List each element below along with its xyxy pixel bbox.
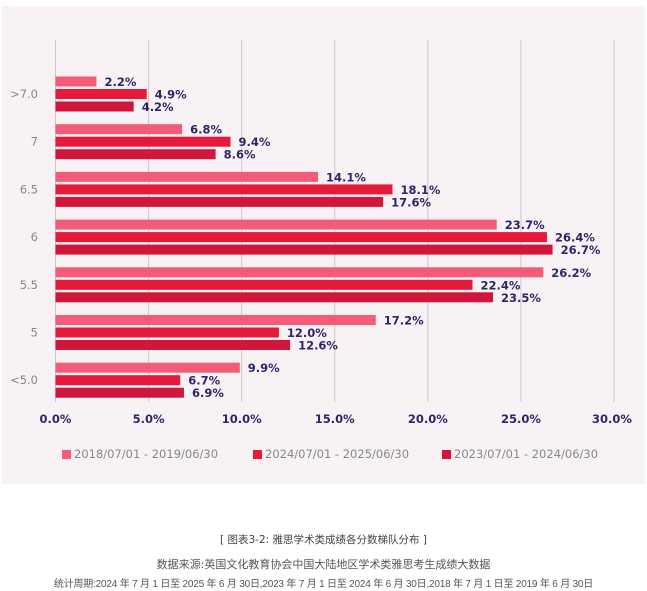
- data-label: 23.7%: [505, 218, 545, 232]
- data-source: 数据来源:英国文化教育协会中国大陆地区学术类雅思考生成绩大数据: [156, 558, 491, 571]
- bar: [55, 279, 473, 290]
- data-label: 18.1%: [400, 183, 440, 197]
- data-label: 2.2%: [104, 75, 136, 89]
- data-label: 9.9%: [248, 361, 280, 375]
- data-label: 4.9%: [155, 88, 187, 102]
- statistics-period: 统计周期:2024 年 7 月 1 日至 2025 年 6 月 30日,2023…: [53, 579, 594, 590]
- data-label: 12.0%: [287, 326, 327, 340]
- bar: [55, 76, 97, 87]
- data-label: 26.2%: [551, 266, 591, 280]
- data-label: 26.4%: [555, 231, 595, 245]
- legend-label: 2018/07/01 - 2019/06/30: [74, 447, 219, 461]
- bar: [55, 340, 291, 350]
- x-tick-label: 15.0%: [315, 412, 355, 426]
- y-tick-label: 5.5: [20, 278, 38, 292]
- bar: [55, 196, 384, 207]
- legend-swatch: [62, 449, 71, 459]
- bar: [55, 387, 184, 398]
- x-tick-label: 0.0%: [40, 412, 72, 426]
- data-label: 26.7%: [561, 243, 601, 257]
- data-label: 22.4%: [481, 278, 521, 292]
- legend-swatch: [253, 449, 262, 459]
- data-label: 6.7%: [188, 374, 220, 388]
- y-tick-label: 6.5: [20, 182, 38, 196]
- bar: [55, 327, 279, 338]
- data-label: 12.6%: [298, 339, 338, 353]
- y-tick-label: 6: [31, 230, 38, 244]
- bar: [55, 267, 544, 278]
- legend-swatch: [442, 449, 451, 459]
- x-tick-label: 10.0%: [222, 412, 262, 426]
- bar: [55, 184, 393, 195]
- data-label: 23.5%: [501, 291, 541, 305]
- bar: [55, 362, 240, 373]
- x-tick-label: 5.0%: [133, 412, 165, 426]
- legend-item: 2024/07/01 - 2025/06/30: [253, 447, 409, 461]
- y-tick-label: >7.0: [10, 87, 38, 101]
- y-tick-label: 7: [31, 135, 38, 149]
- bar-chart: 0.0% 5.0% 10.0% 15.0% 20.0% 25.0% 30.0% >7.0 2.2…: [10, 40, 632, 426]
- data-label: 9.4%: [238, 135, 270, 149]
- y-tick-label: <5.0: [10, 373, 38, 387]
- data-label: 4.2%: [142, 100, 174, 114]
- x-tick-label: 20.0%: [408, 412, 448, 426]
- bar: [55, 232, 547, 243]
- bar: [55, 89, 147, 99]
- data-label: 6.8%: [190, 123, 222, 137]
- data-label: 14.1%: [326, 170, 366, 184]
- bar: [55, 375, 181, 386]
- x-tick-label: 30.0%: [592, 412, 632, 426]
- x-tick-label: 25.0%: [501, 412, 541, 426]
- data-label: 17.6%: [391, 195, 431, 209]
- legend: 2018/07/01 - 2019/06/30 2024/07/01 - 202…: [0, 447, 647, 463]
- legend-label: 2024/07/01 - 2025/06/30: [265, 447, 410, 461]
- bar: [55, 244, 553, 255]
- legend-label: 2023/07/01 - 2024/06/30: [454, 447, 599, 461]
- bar: [55, 292, 493, 303]
- bar: [55, 219, 497, 230]
- data-label: 6.9%: [192, 386, 224, 400]
- bar: [55, 136, 231, 147]
- data-label: 8.6%: [224, 148, 256, 162]
- bar: [55, 171, 318, 182]
- data-label: 17.2%: [384, 314, 424, 328]
- chart-caption: [ 图表3-2: 雅思学术类成绩各分数梯队分布 ]: [220, 534, 427, 546]
- legend-item: 2018/07/01 - 2019/06/30: [62, 447, 218, 461]
- legend-item: 2023/07/01 - 2024/06/30: [442, 447, 598, 461]
- bar: [55, 149, 216, 160]
- y-tick-label: 5: [31, 326, 38, 340]
- bar: [55, 315, 376, 325]
- bar: [55, 101, 134, 112]
- bar: [55, 124, 183, 135]
